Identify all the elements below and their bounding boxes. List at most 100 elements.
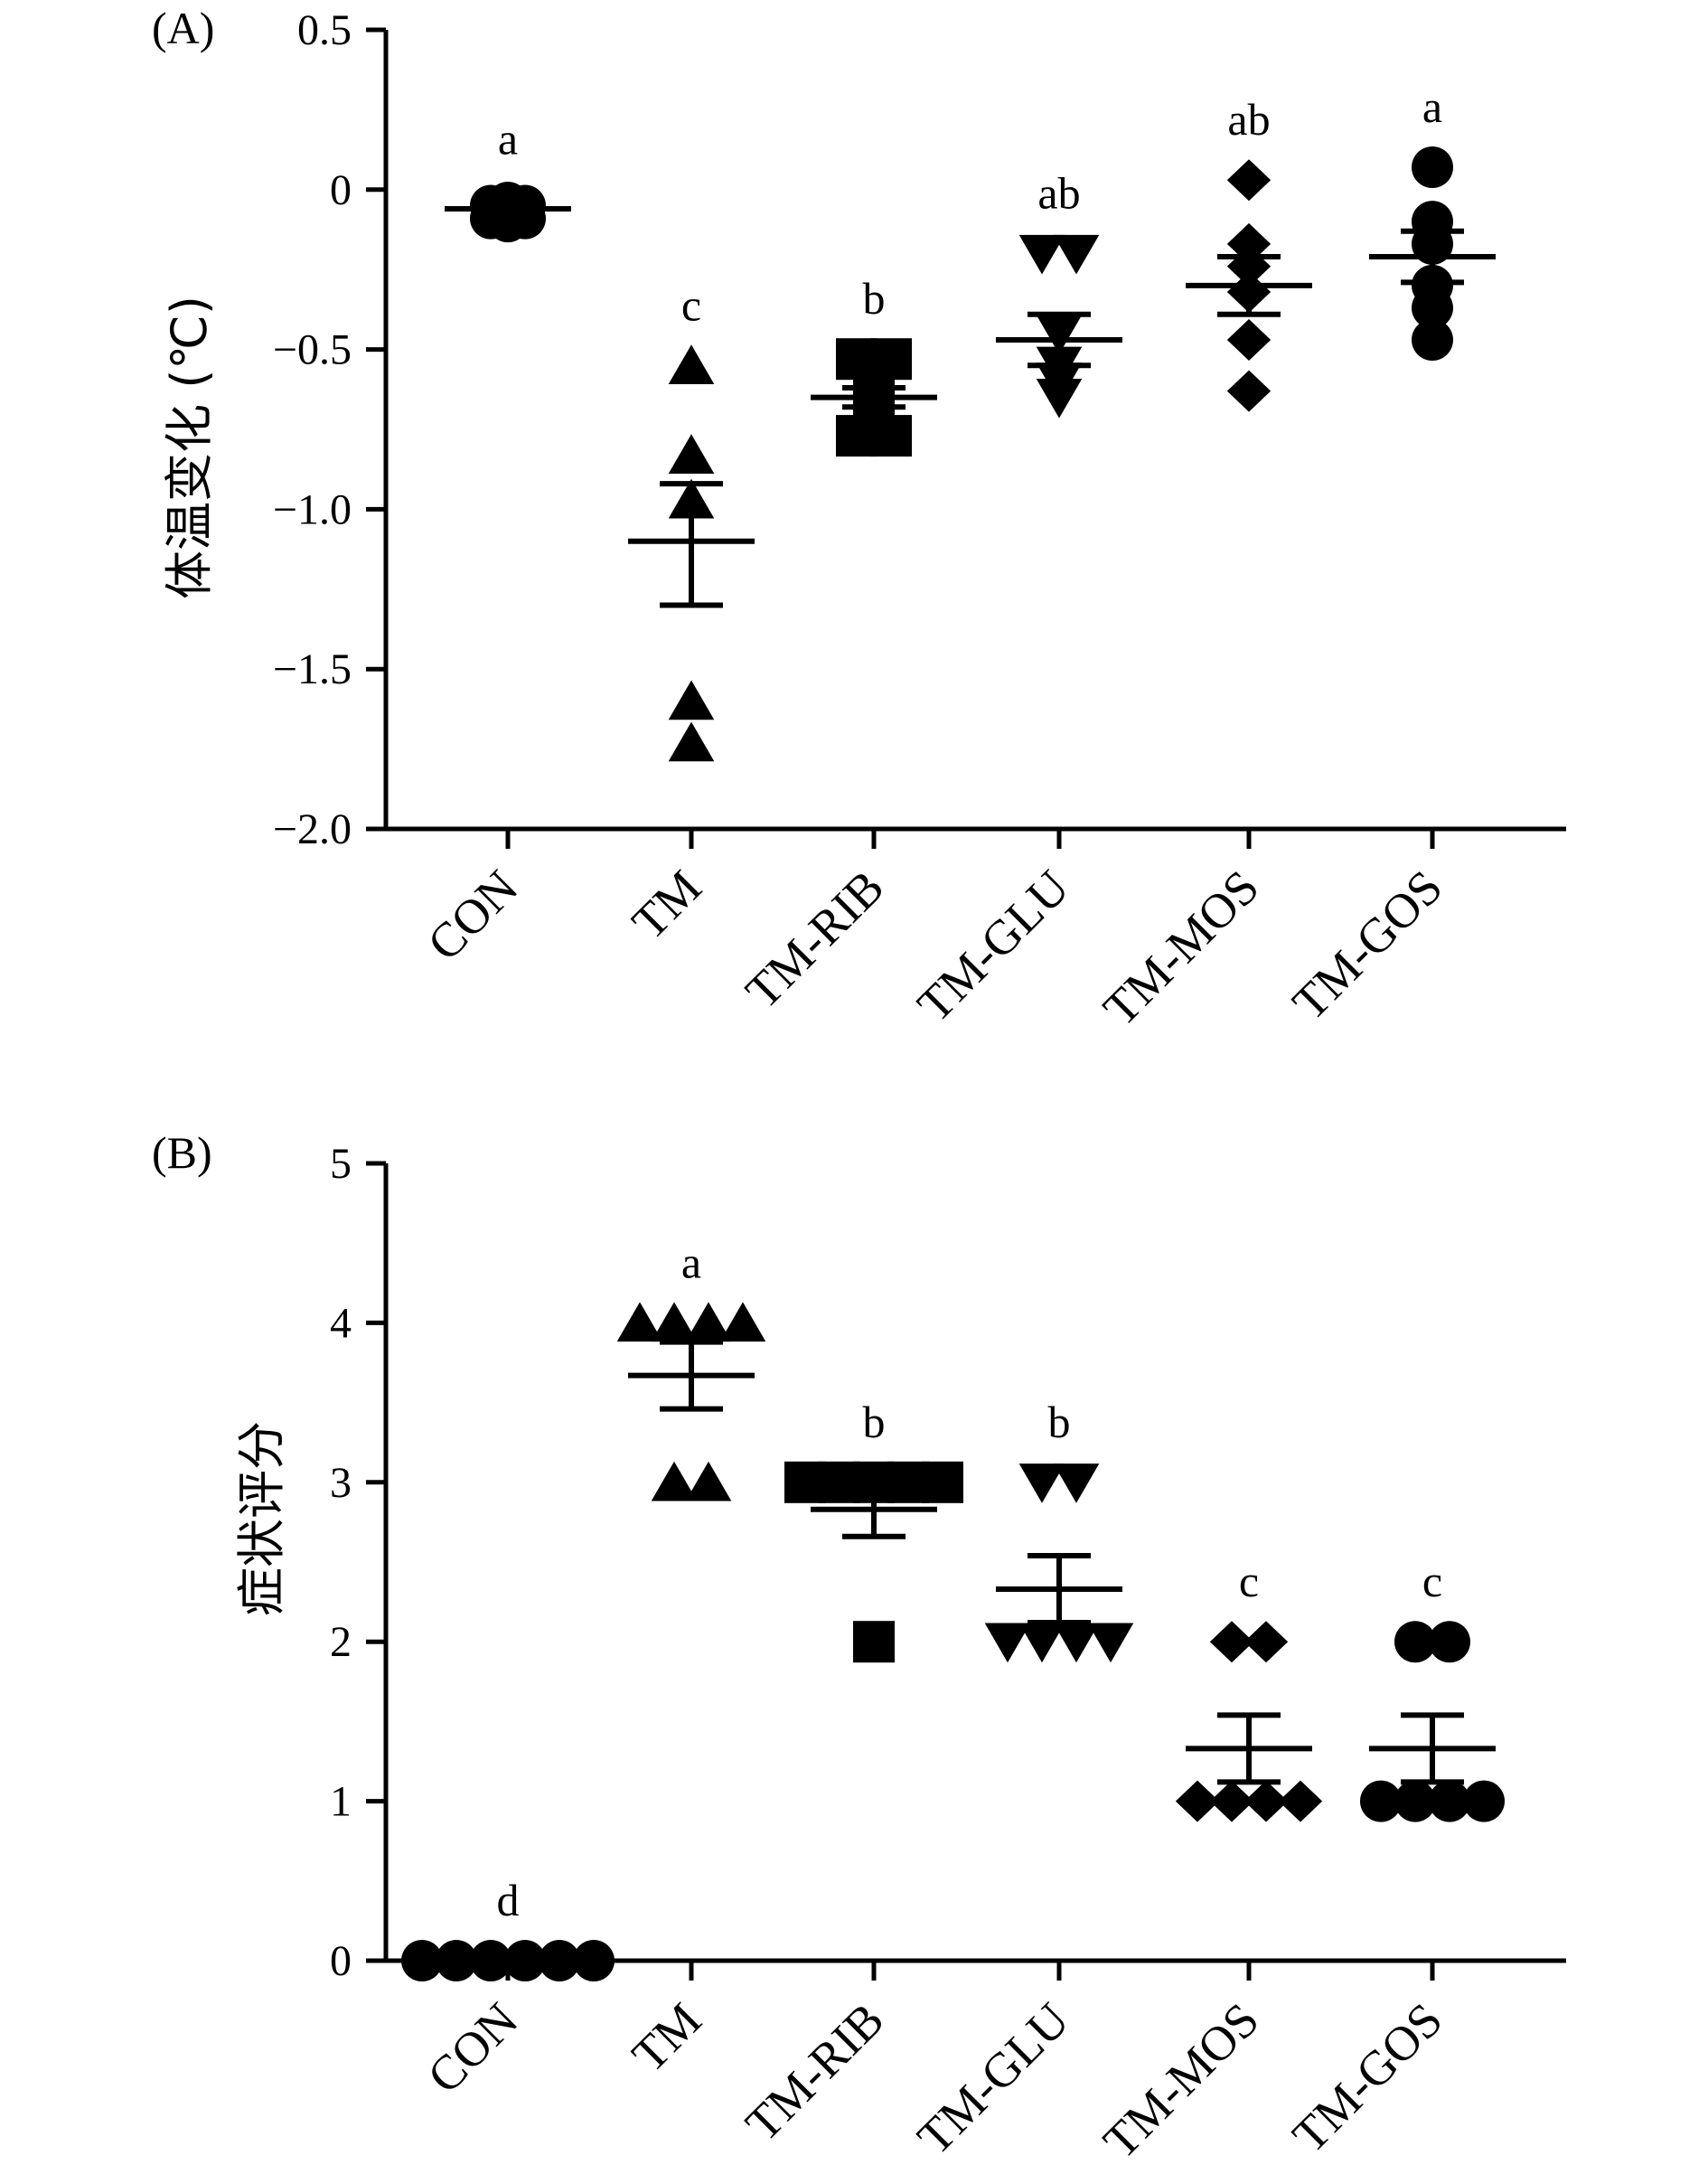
significance-label: a	[681, 1237, 701, 1287]
y-tick-label: 1	[330, 1778, 352, 1826]
y-tick-label: 4	[330, 1299, 352, 1347]
group-tm: a	[616, 1237, 766, 1501]
panel-b-y-axis-label: 症状评分	[233, 1421, 290, 1616]
data-point	[984, 1623, 1031, 1663]
panel-b-categories: CON TM TM-RIB TM-GLU TM-MOS TM-GOS	[417, 1961, 1452, 2169]
x-tick-label: TM-RIB	[735, 860, 894, 1019]
significance-label: c	[1422, 1556, 1442, 1606]
significance-label: b	[863, 1397, 886, 1447]
y-tick-label: 0	[330, 166, 352, 214]
y-tick-label: 2	[330, 1618, 352, 1666]
data-point	[1018, 1623, 1065, 1663]
y-tick-label: −2.0	[273, 805, 352, 853]
group-con: a	[445, 113, 571, 243]
panel-a: (A) 体温变化 (℃) 0.5 0 −0.5 −1.0 −1.5 −2.0 CON TM T…	[152, 3, 1566, 1036]
data-point	[685, 1302, 732, 1342]
data-point	[1018, 1463, 1065, 1503]
x-tick-label: TM-MOS	[1093, 1992, 1269, 2169]
data-point	[616, 1302, 663, 1342]
data-point	[1209, 1621, 1254, 1663]
data-point	[1412, 287, 1453, 329]
data-point	[1053, 1623, 1100, 1663]
group-tm-glu: b	[984, 1397, 1134, 1663]
y-tick-label: 0.5	[297, 6, 352, 54]
group-tm-gos: a	[1369, 81, 1496, 361]
data-point	[1278, 1780, 1323, 1822]
data-point	[1360, 1780, 1402, 1822]
data-point	[573, 1940, 615, 1981]
data-point	[1209, 1780, 1254, 1822]
significance-label: ab	[1037, 168, 1080, 219]
x-tick-label: TM-GLU	[907, 860, 1080, 1032]
data-point	[651, 1302, 698, 1342]
significance-label: a	[498, 113, 518, 164]
data-point	[1412, 318, 1453, 361]
data-point	[401, 1940, 443, 1981]
data-point	[685, 1461, 732, 1501]
group-tm-gos: c	[1360, 1556, 1505, 1822]
data-point	[651, 1461, 698, 1501]
data-point	[1429, 1621, 1470, 1663]
group-tm-glu: ab	[996, 168, 1122, 419]
data-point	[1018, 234, 1065, 275]
x-tick-label: TM-GLU	[907, 1992, 1080, 2165]
y-tick-label: 0	[330, 1937, 352, 1985]
panel-b: (B) 症状评分 5 4 3 2 1 0 CON TM TM-RIB TM-GLU TM-MOS T…	[152, 1127, 1566, 2169]
y-tick-label: 5	[330, 1140, 352, 1188]
data-point	[1243, 1780, 1289, 1822]
y-tick-label: 3	[330, 1459, 352, 1507]
data-point	[1053, 1463, 1100, 1503]
panel-b-y-ticks: 5 4 3 2 1 0	[330, 1140, 386, 1985]
panel-a-y-ticks: 0.5 0 −0.5 −1.0 −1.5 −2.0	[273, 6, 386, 853]
panel-a-y-axis-label: 体温变化 (℃)	[161, 296, 218, 599]
data-point	[922, 1461, 963, 1503]
x-tick-label: CON	[417, 860, 528, 971]
significance-label: d	[497, 1875, 520, 1925]
x-tick-label: TM-RIB	[735, 1992, 894, 2151]
x-tick-label: CON	[417, 1992, 528, 2103]
x-tick-label: TM-MOS	[1093, 860, 1269, 1036]
data-point	[853, 1621, 895, 1663]
data-point	[668, 434, 715, 474]
data-point	[719, 1302, 766, 1342]
panel-a-groups: a c b ab ab a	[445, 81, 1496, 762]
data-point	[668, 721, 715, 762]
group-tm-rib: b	[811, 273, 937, 457]
y-tick-label: −1.5	[273, 645, 352, 693]
data-point	[668, 344, 715, 384]
panel-b-groups: d a b b c c	[401, 1237, 1505, 1981]
data-point	[1394, 1780, 1436, 1822]
significance-label: b	[1048, 1397, 1071, 1447]
data-point	[1226, 318, 1272, 361]
y-tick-label: −1.0	[273, 485, 352, 533]
significance-label: b	[863, 273, 886, 324]
data-point	[668, 680, 715, 720]
data-point	[1087, 1623, 1134, 1663]
group-tm-mos: ab	[1186, 94, 1312, 412]
data-point	[1036, 378, 1083, 419]
x-tick-label: TM-GOS	[1282, 860, 1453, 1031]
group-tm: c	[628, 279, 755, 762]
data-point	[1053, 234, 1100, 275]
data-point	[1463, 1780, 1505, 1822]
data-point	[1226, 370, 1272, 412]
data-point	[1429, 1780, 1470, 1822]
x-tick-label: TM-GOS	[1282, 1992, 1453, 2163]
data-point	[1412, 146, 1453, 189]
x-tick-label: TM	[622, 860, 712, 950]
data-point	[1394, 1621, 1436, 1663]
x-tick-label: TM	[622, 1992, 712, 2083]
significance-label: a	[1422, 81, 1442, 132]
significance-label: ab	[1227, 94, 1270, 145]
panel-a-label: (A)	[152, 3, 214, 53]
group-tm-mos: c	[1175, 1556, 1323, 1822]
data-point	[1243, 1621, 1289, 1663]
data-point	[1226, 159, 1272, 202]
group-con: d	[401, 1875, 615, 1981]
group-tm-rib: b	[784, 1397, 963, 1663]
significance-label: c	[1239, 1556, 1259, 1606]
panel-b-label: (B)	[152, 1127, 212, 1178]
data-point	[870, 415, 912, 457]
y-tick-label: −0.5	[273, 326, 352, 374]
